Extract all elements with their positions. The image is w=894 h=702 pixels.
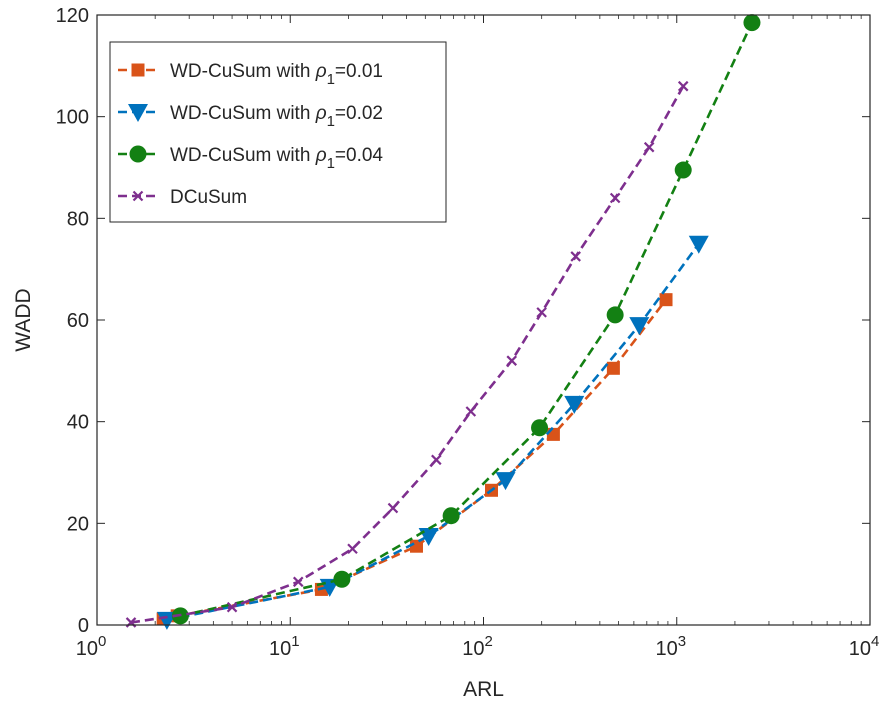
- legend-label-value: =0.02: [335, 103, 383, 124]
- series-marker-circle: [531, 419, 549, 437]
- legend-entry: WD-CuSum with ρ1=0.01: [118, 61, 383, 88]
- series-marker-x-stroke: [292, 576, 304, 588]
- series-marker-circle: [129, 145, 147, 163]
- x-tick-label: 104: [849, 633, 880, 660]
- y-tick-label: 80: [67, 208, 89, 230]
- series-triangle-down: [156, 235, 709, 630]
- y-tick-label: 0: [78, 615, 89, 637]
- y-tick-label: 60: [67, 310, 89, 332]
- series-layer: [125, 14, 761, 630]
- series-marker-triangle: [688, 235, 709, 254]
- x-tick-label: 103: [655, 633, 686, 660]
- x-tick-exponent: 0: [98, 633, 106, 650]
- series-marker-x-stroke: [677, 80, 689, 92]
- series-marker-x: [347, 543, 358, 555]
- series-marker-x: [132, 190, 144, 202]
- series-marker-square: [546, 427, 560, 441]
- series-marker-circle: [743, 14, 761, 32]
- series-marker-triangle: [128, 104, 148, 122]
- series-marker-x: [292, 576, 304, 588]
- series-line: [162, 298, 668, 621]
- legend-label: DCuSum: [170, 187, 247, 208]
- series-marker-x-stroke: [347, 543, 358, 555]
- legend-label-text: WD-CuSum with: [170, 61, 316, 82]
- x-tick-label: 101: [269, 633, 300, 660]
- series-marker-x-stroke: [226, 601, 238, 613]
- x-tick-base: 10: [269, 638, 291, 660]
- series-marker-x-stroke: [465, 406, 477, 417]
- series-marker-x: [570, 251, 581, 262]
- legend-label: WD-CuSum with ρ1=0.01: [170, 61, 383, 88]
- x-tick-label: 102: [462, 633, 493, 660]
- series-marker-triangle: [629, 317, 650, 336]
- legend-entry: WD-CuSum with ρ1=0.04: [118, 145, 383, 172]
- series-marker-x: [226, 601, 238, 613]
- legend-entry: DCuSum: [118, 187, 247, 208]
- x-tick-exponent: 1: [291, 633, 299, 650]
- series-line: [166, 243, 700, 622]
- legend-label-text: WD-CuSum with: [170, 145, 316, 166]
- series-marker-circle: [606, 306, 624, 324]
- legend-label-value: =0.01: [335, 61, 383, 82]
- series-marker-square: [659, 293, 673, 307]
- x-tick-exponent: 3: [678, 633, 686, 650]
- series-marker-square: [409, 539, 423, 553]
- legend-label-symbol: ρ: [315, 103, 327, 124]
- series-marker-circle: [674, 161, 692, 179]
- series-marker-square: [131, 63, 145, 77]
- series-marker-x: [506, 355, 518, 366]
- series-marker-x: [536, 307, 547, 318]
- legend-label-symbol: ρ: [315, 145, 327, 166]
- legend-label-symbol: ρ: [315, 61, 327, 82]
- legend-box: [109, 41, 447, 223]
- series-marker-triangle: [564, 395, 585, 414]
- series-marker-x: [677, 80, 689, 92]
- series-marker-circle: [442, 507, 460, 525]
- series-marker-circle: [333, 570, 351, 588]
- series-marker-x-stroke: [643, 141, 655, 153]
- x-tick-exponent: 4: [871, 633, 879, 650]
- x-tick-base: 10: [849, 638, 871, 660]
- series-marker-x-stroke: [609, 192, 621, 204]
- series-marker-triangle: [495, 472, 516, 491]
- x-axis-label: ARL: [463, 678, 504, 701]
- legend-label-text: WD-CuSum with: [170, 103, 316, 124]
- series-marker-x-stroke: [570, 251, 581, 262]
- series-marker-x-stroke: [506, 355, 518, 366]
- x-tick-base: 10: [76, 638, 98, 660]
- series-marker-x-stroke: [387, 502, 399, 514]
- series-marker-x: [609, 192, 621, 204]
- series-x: [125, 80, 689, 628]
- x-tick-base: 10: [462, 638, 484, 660]
- series-marker-x-stroke: [431, 454, 442, 466]
- series-marker-x-stroke: [536, 307, 547, 318]
- series-marker-x: [643, 141, 655, 153]
- series-marker-x: [387, 502, 399, 514]
- legend-label-subscript: 1: [327, 113, 335, 130]
- y-tick-label: 100: [56, 107, 89, 129]
- legend-label-value: =0.04: [335, 145, 384, 166]
- legend-label-subscript: 1: [327, 155, 335, 172]
- y-tick-label: 40: [67, 412, 89, 434]
- legend-entry: WD-CuSum with ρ1=0.02: [118, 103, 383, 130]
- y-axis-label: WADD: [12, 288, 35, 351]
- y-tick-label: 120: [56, 5, 89, 27]
- y-tick-label: 20: [67, 513, 89, 535]
- x-tick-label: 100: [76, 633, 107, 660]
- series-marker-square: [606, 361, 620, 375]
- x-tick-base: 10: [655, 638, 677, 660]
- series-marker-x-stroke: [132, 190, 144, 202]
- legend-label-text: DCuSum: [170, 187, 247, 208]
- legend-label: WD-CuSum with ρ1=0.04: [170, 145, 383, 172]
- series-marker-x: [465, 406, 477, 417]
- legend-label: WD-CuSum with ρ1=0.02: [170, 103, 383, 130]
- series-marker-x: [431, 454, 442, 466]
- legend-label-subscript: 1: [327, 71, 335, 88]
- x-tick-exponent: 2: [484, 633, 492, 650]
